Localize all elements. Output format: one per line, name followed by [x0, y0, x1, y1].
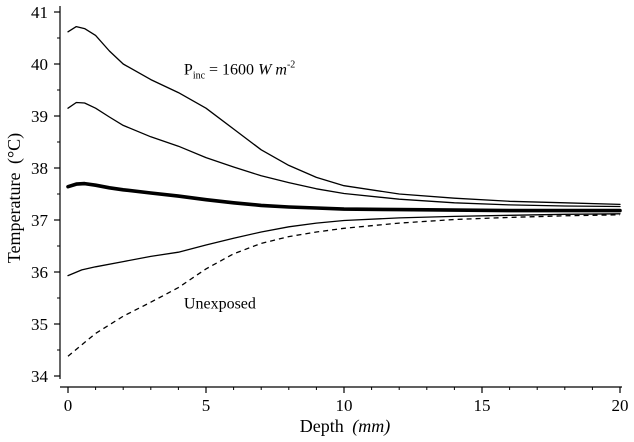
x-axis-title-label: Depth	[300, 416, 344, 436]
annotation-incident-power-subscript: inc	[193, 70, 206, 81]
y-tick-label: 36	[31, 263, 48, 282]
y-ticks: 34 35 36 37 38 39 40 41	[31, 3, 60, 386]
series-line-4	[67, 213, 621, 277]
y-tick-label: 38	[31, 159, 48, 178]
series-line-3	[66, 181, 622, 213]
y-axis-title-unit: (°C)	[4, 133, 25, 164]
series-line-5	[67, 214, 621, 357]
plot-lines	[66, 25, 622, 357]
annotation-incident-power-symbol: P	[184, 61, 193, 78]
annotation-incident-power-superscript: -2	[287, 59, 295, 70]
x-tick-label: 20	[612, 396, 629, 415]
x-axis-title-unit: (mm)	[352, 416, 390, 437]
y-tick-label: 35	[31, 315, 48, 334]
y-tick-label: 34	[31, 367, 49, 386]
x-tick-label: 5	[202, 396, 211, 415]
x-tick-label: 0	[64, 396, 73, 415]
x-tick-label: 10	[336, 396, 353, 415]
annotation-incident-power: Pinc = 1600 W m-2	[184, 59, 295, 81]
y-tick-label: 41	[31, 3, 48, 22]
annotation-incident-power-value: = 1600	[205, 61, 258, 78]
x-axis-title: Depth (mm)	[300, 416, 391, 437]
y-tick-label: 37	[31, 211, 49, 230]
series-line-2	[67, 101, 621, 208]
y-axis-title: Temperature (°C)	[4, 133, 25, 263]
y-axis-title-label: Temperature	[4, 172, 24, 263]
series-line-1	[67, 25, 621, 206]
x-ticks: 0 5 10 15 20	[64, 387, 629, 415]
x-tick-label: 15	[474, 396, 491, 415]
annotation-incident-power-unit: W m	[258, 61, 287, 78]
annotation-unexposed: Unexposed	[184, 295, 256, 312]
y-tick-label: 40	[31, 55, 48, 74]
y-tick-label: 39	[31, 107, 48, 126]
